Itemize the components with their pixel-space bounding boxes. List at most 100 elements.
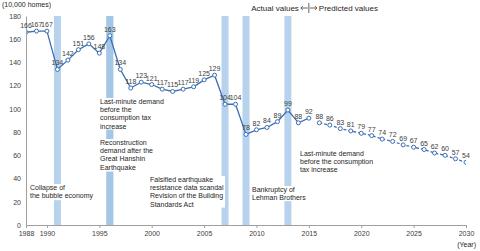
- tick-label: 80: [13, 129, 21, 136]
- axis-line: [27, 226, 467, 229]
- tick: 1995: [92, 225, 108, 237]
- annotation-background: [251, 186, 307, 201]
- tick: 1988: [19, 225, 35, 237]
- tick-label: 2010: [249, 230, 265, 237]
- tick: 80: [13, 129, 26, 136]
- data-label: 88: [315, 113, 323, 120]
- point: [76, 48, 80, 52]
- annotation-text: Collapse of: [30, 184, 65, 192]
- data-label: 156: [83, 34, 95, 41]
- tick-label: 1995: [92, 230, 108, 237]
- annotation-text: resistance data scandal: [150, 184, 224, 191]
- tick-label: 2020: [354, 230, 370, 237]
- tick: 20: [13, 199, 26, 206]
- point: [317, 121, 321, 125]
- point: [265, 125, 269, 129]
- data-label: 167: [41, 21, 53, 28]
- tick-label: 140: [9, 59, 21, 66]
- point: [213, 73, 217, 77]
- tick-label: 2005: [197, 230, 213, 237]
- point: [34, 29, 38, 33]
- tick: 140: [9, 59, 26, 66]
- tick: 2015: [302, 225, 318, 237]
- tick-mark: [47, 225, 48, 228]
- point: [359, 131, 363, 135]
- annotation-text: before the consumption: [300, 158, 373, 166]
- tick: 100: [9, 106, 26, 113]
- data-label: 62: [431, 143, 439, 150]
- point: [244, 132, 248, 136]
- annotation-text: Earthquake: [100, 164, 136, 172]
- tick: 2025: [406, 225, 422, 237]
- tick-label: 0: [17, 222, 21, 229]
- tick-mark: [152, 225, 153, 228]
- point: [422, 148, 426, 152]
- tick-label: 20: [13, 199, 21, 206]
- tick-label: 2015: [302, 230, 318, 237]
- tick: 2030: [459, 225, 475, 237]
- data-label: 67: [410, 137, 418, 144]
- data-label: 142: [62, 50, 74, 57]
- point: [307, 116, 311, 120]
- point: [349, 129, 353, 133]
- tick: 180: [9, 13, 26, 20]
- data-label: 134: [114, 59, 126, 66]
- tick-mark: [256, 225, 257, 228]
- data-label: 81: [347, 121, 355, 128]
- point: [443, 153, 447, 157]
- tick: 0: [17, 222, 26, 229]
- annotation-background: [99, 139, 154, 172]
- point: [118, 67, 122, 71]
- annotation-text: Standards Act: [150, 201, 194, 208]
- annotation-text: Reconstruction: [100, 139, 147, 146]
- point: [139, 80, 143, 84]
- point: [160, 87, 164, 91]
- annotation-text: tax increase: [300, 166, 338, 173]
- data-label: 65: [420, 140, 428, 147]
- x-axis-title: (Year): [457, 241, 476, 249]
- divider-arrows: [301, 3, 317, 13]
- point: [401, 143, 405, 147]
- point: [66, 58, 70, 62]
- plot-area: [26, 16, 466, 225]
- point: [433, 151, 437, 155]
- data-label: 86: [326, 115, 334, 122]
- data-label: 83: [336, 119, 344, 126]
- point: [45, 29, 49, 33]
- annotation-background: [99, 98, 165, 130]
- data-label: 163: [104, 26, 116, 33]
- point: [55, 67, 59, 71]
- point: [129, 86, 133, 90]
- point: [275, 120, 279, 124]
- data-label: 82: [253, 120, 261, 127]
- point: [87, 42, 91, 46]
- data-label: 54: [462, 152, 470, 159]
- annotation-text: the bubble economy: [30, 192, 94, 200]
- tick-label: 100: [9, 106, 21, 113]
- tick-mark: [466, 225, 467, 228]
- tick-label: 120: [9, 82, 21, 89]
- y-axis-title: (10,000 homes): [2, 1, 51, 9]
- point: [370, 134, 374, 138]
- tick: 120: [9, 82, 26, 89]
- tick: 160: [9, 36, 26, 43]
- data-label: 78: [242, 124, 250, 131]
- event-band: [243, 16, 250, 225]
- series-label: Predicted values: [319, 4, 378, 13]
- data-label: 148: [93, 43, 105, 50]
- series-label: Actual values: [251, 4, 299, 13]
- data-label: 84: [263, 117, 271, 124]
- point: [380, 137, 384, 141]
- data-label: 134: [52, 59, 64, 66]
- tick: 2010: [249, 225, 265, 237]
- point: [181, 87, 185, 91]
- annotation-text: before the: [100, 106, 132, 113]
- annotation-text: Falsified earthquake: [150, 176, 213, 184]
- axis-line: [26, 17, 27, 226]
- annotation-text: Lehman Brothers: [252, 194, 306, 201]
- point: [234, 102, 238, 106]
- point: [97, 51, 101, 55]
- point: [254, 128, 258, 132]
- tick: 60: [13, 152, 26, 159]
- data-label: 99: [284, 100, 292, 107]
